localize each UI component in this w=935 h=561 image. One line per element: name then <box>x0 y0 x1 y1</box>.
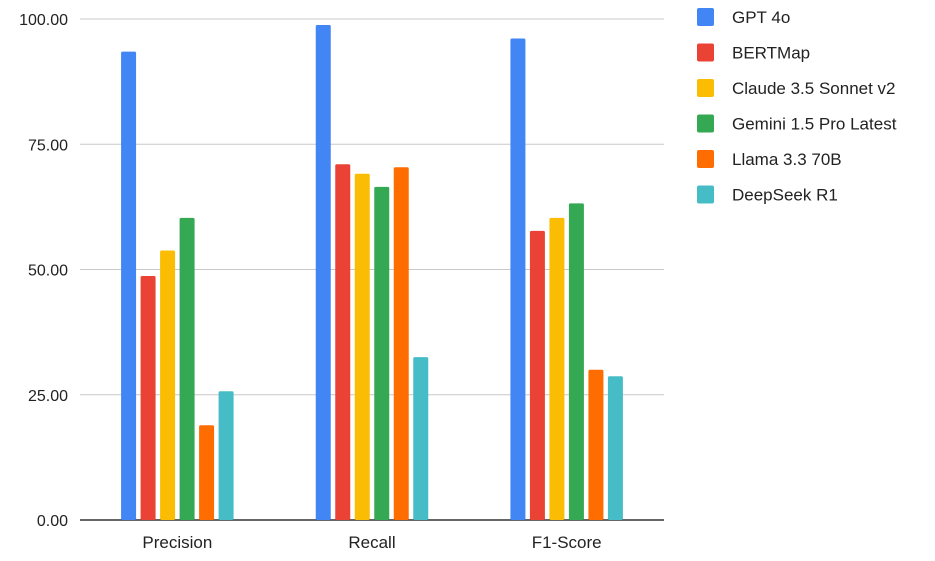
legend-swatch <box>697 150 714 168</box>
bar-llama-3-3-70b-f1-score <box>588 369 604 520</box>
legend-swatch <box>697 8 714 26</box>
bar-deepseek-r1-precision <box>218 391 234 520</box>
y-tick-label: 0.00 <box>37 513 68 530</box>
bar-gemini-1-5-pro-latest-precision <box>179 217 195 520</box>
bar-gpt-4o-f1-score <box>510 38 526 520</box>
x-axis-categories: Precision Recall F1-Score <box>142 533 601 552</box>
bar-llama-3-3-70b-precision <box>199 425 215 520</box>
bars <box>121 25 623 521</box>
legend-label: DeepSeek R1 <box>732 186 838 205</box>
legend-label: Gemini 1.5 Pro Latest <box>732 115 897 134</box>
legend-swatch <box>697 43 714 62</box>
bar-deepseek-r1-recall <box>413 357 429 520</box>
bar-llama-3-3-70b-recall <box>393 167 409 520</box>
bar-gemini-1-5-pro-latest-recall <box>374 186 390 520</box>
x-category-label: Precision <box>142 533 212 552</box>
legend-swatch <box>697 114 714 133</box>
bar-claude-3-5-sonnet-v2-recall <box>354 173 370 520</box>
legend-label: Llama 3.3 70B <box>732 150 842 169</box>
legend-swatch <box>697 185 714 204</box>
bar-claude-3-5-sonnet-v2-f1-score <box>549 217 565 520</box>
gridlines <box>80 18 664 521</box>
bar-bertmap-f1-score <box>529 230 545 520</box>
x-category-label: F1-Score <box>532 533 602 552</box>
y-axis-ticks: 0.00 25.00 50.00 75.00 100.00 <box>19 12 68 530</box>
y-tick-label: 25.00 <box>28 388 68 405</box>
legend-label: BERTMap <box>732 44 810 63</box>
y-tick-label: 50.00 <box>28 263 68 280</box>
bar-bertmap-precision <box>140 276 156 520</box>
y-tick-label: 75.00 <box>28 137 68 154</box>
bar-deepseek-r1-f1-score <box>607 376 623 520</box>
bar-gemini-1-5-pro-latest-f1-score <box>568 203 584 521</box>
y-tick-label: 100.00 <box>19 12 68 29</box>
legend-swatch <box>697 79 714 97</box>
bar-gpt-4o-precision <box>121 51 137 520</box>
bar-claude-3-5-sonnet-v2-precision <box>160 250 176 520</box>
x-category-label: Recall <box>348 533 395 552</box>
legend-label: GPT 4o <box>732 8 790 27</box>
bar-gpt-4o-recall <box>315 25 331 521</box>
bar-bertmap-recall <box>335 164 351 521</box>
legend: GPT 4o BERTMap Claude 3.5 Sonnet v2 Gemini … <box>697 8 897 205</box>
legend-label: Claude 3.5 Sonnet v2 <box>732 79 896 98</box>
